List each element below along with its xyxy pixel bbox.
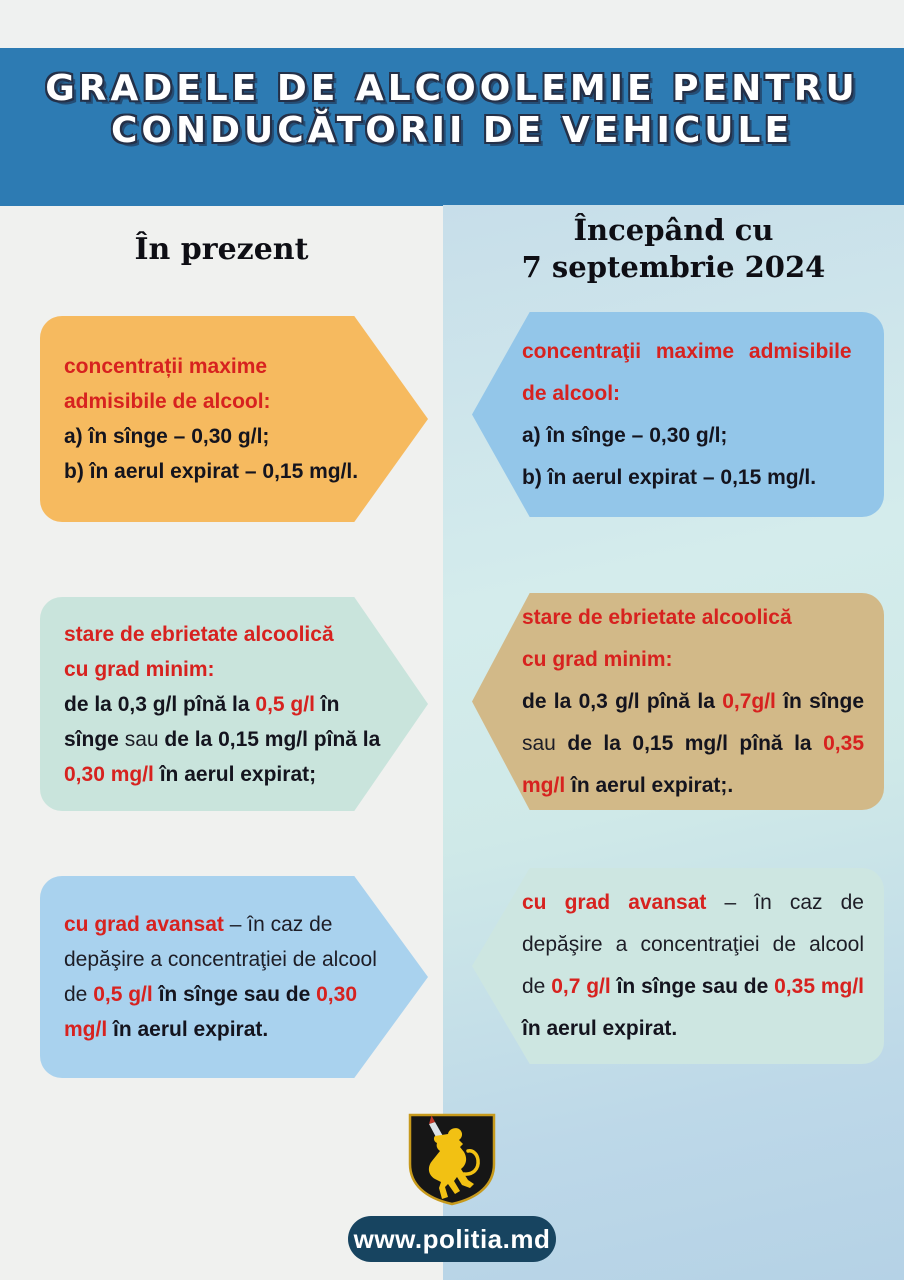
top-strip <box>0 0 904 48</box>
box-current-advanced-degree: cu grad avansat – în caz de depăşire a c… <box>40 876 428 1078</box>
new-column-title-line2: 7 septembrie 2024 <box>521 250 826 284</box>
box-current-max-admissible: concentrații maxime admisibile de alcool:… <box>40 316 428 522</box>
page-title-line1: GRADELE DE ALCOOLEMIE PENTRU <box>45 68 859 109</box>
website-url: www.politia.md <box>353 1223 551 1254</box>
box-new-advanced-degree: cu grad avansat – în caz de depăşire a c… <box>472 868 884 1064</box>
box-new-max-admissible: concentraţii maxime admisibile de alcool:… <box>472 312 884 517</box>
lion-icon <box>428 1128 474 1199</box>
lion-tail-icon <box>462 1149 480 1176</box>
box-current-minimal-degree: stare de ebrietate alcoolică cu grad mini… <box>40 597 428 811</box>
current-column-title: În prezent <box>134 232 309 267</box>
website-badge: www.politia.md <box>348 1216 556 1262</box>
page-title-line2: CONDUCĂTORII DE VEHICULE <box>110 110 794 151</box>
police-crest-icon <box>408 1113 496 1206</box>
new-column-title-line1: Începând cu <box>573 213 774 247</box>
new-column-title: Începând cu 7 septembrie 2024 <box>443 212 904 286</box>
sword-tip-icon <box>429 1115 435 1124</box>
header-band: GRADELE DE ALCOOLEMIE PENTRU CONDUCĂTORI… <box>0 48 904 206</box>
box-new-minimal-degree: stare de ebrietate alcoolică cu grad mini… <box>472 593 884 810</box>
